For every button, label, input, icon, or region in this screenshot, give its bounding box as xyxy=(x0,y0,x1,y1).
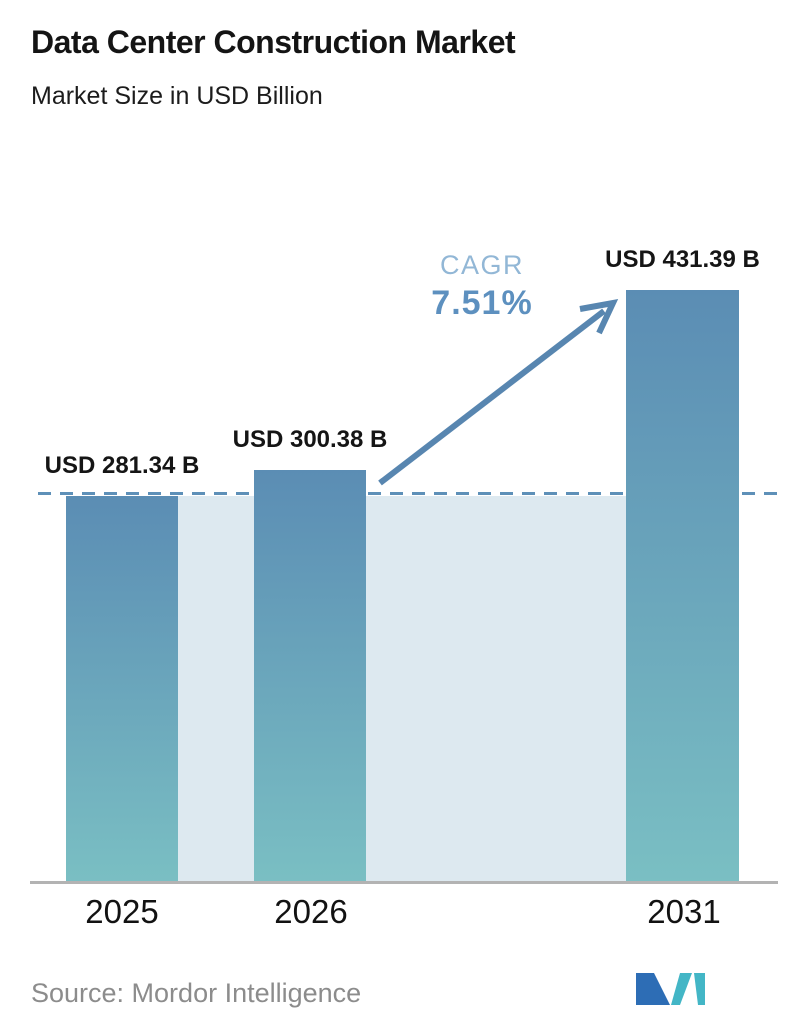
x-axis-label-2026: 2026 xyxy=(274,893,348,930)
bar-value-label-2025: USD 281.34 B xyxy=(44,452,200,479)
cagr-annotation: CAGR 7.51% xyxy=(431,250,532,323)
bar-2025 xyxy=(66,496,178,883)
x-axis-label-2031: 2031 xyxy=(647,893,721,930)
x-axis-label-2025: 2025 xyxy=(85,893,159,930)
bar-group-2026: USD 300.38 B xyxy=(233,426,387,883)
bar-group-2031: USD 431.39 B xyxy=(605,246,760,883)
source-label: Source: Mordor Intelligence xyxy=(31,978,362,1008)
baseline-dashed-line xyxy=(38,492,782,495)
cagr-label: CAGR xyxy=(439,250,524,280)
bar-value-label-2031: USD 431.39 B xyxy=(605,246,760,273)
mordor-intelligence-logo-icon xyxy=(636,973,705,1005)
bar-group-2025: USD 281.34 B xyxy=(45,452,199,883)
bar-value-label-2026: USD 300.38 B xyxy=(232,426,388,453)
cagr-value: 7.51% xyxy=(431,284,533,322)
chart-title: Data Center Construction Market xyxy=(31,24,516,60)
x-axis-line xyxy=(30,881,778,884)
bar-2031 xyxy=(626,290,739,883)
chart-subtitle: Market Size in USD Billion xyxy=(31,82,323,110)
bar-2026 xyxy=(254,470,366,883)
